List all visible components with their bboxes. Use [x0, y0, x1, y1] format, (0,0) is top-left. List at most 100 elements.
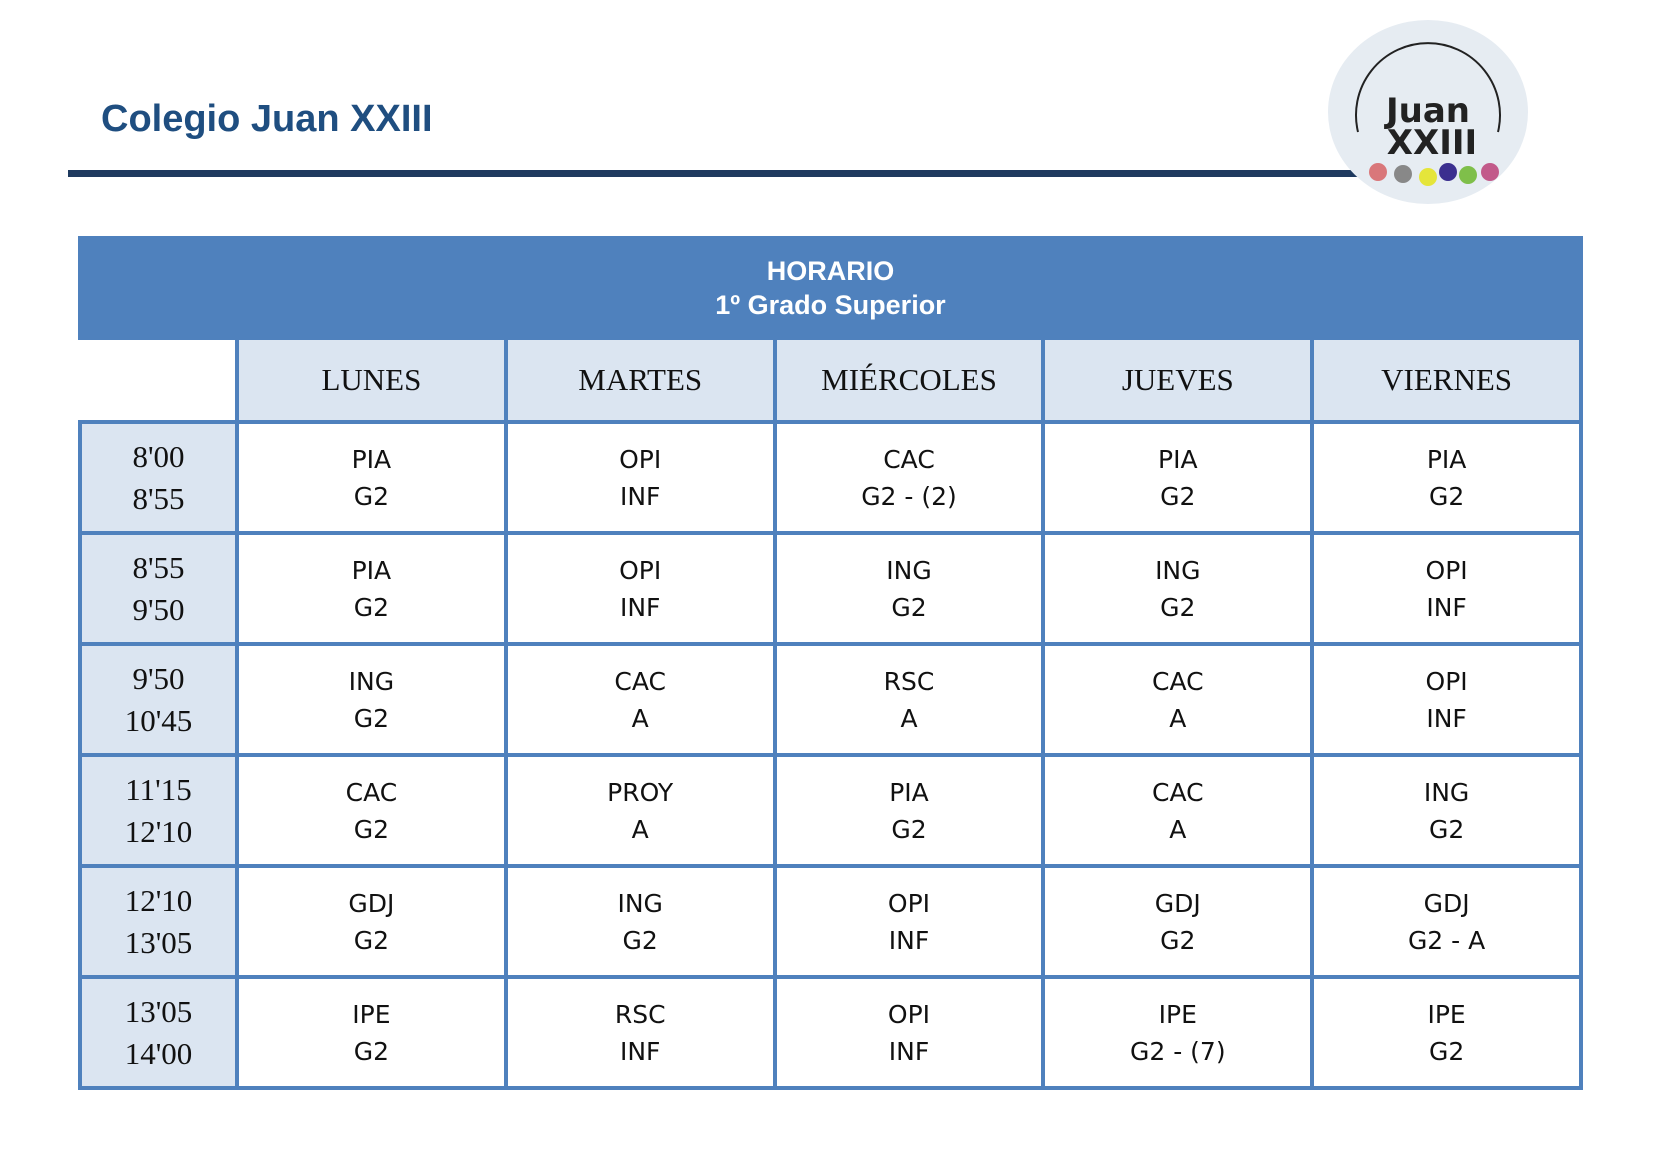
- subject: PIA: [351, 555, 392, 585]
- group: G2: [353, 1036, 390, 1066]
- subject: ING: [348, 666, 395, 696]
- time-start: 13'05: [124, 993, 193, 1029]
- schedule-cell: RSC A: [772, 642, 1046, 757]
- time-end: 14'00: [124, 1035, 193, 1071]
- subject: PROY: [607, 777, 674, 807]
- group: G2: [353, 481, 390, 511]
- time-start: 8'00: [132, 438, 185, 474]
- table-row: 8'55 9'50 PIA G2 OPI INF ING G2 ING G2 O…: [78, 531, 1583, 646]
- group: A: [631, 703, 649, 733]
- group: A: [631, 814, 649, 844]
- table-row: 11'15 12'10 CAC G2 PROY A PIA G2 CAC A I…: [78, 753, 1583, 868]
- schedule-cell: PIA G2: [772, 753, 1046, 868]
- schedule-cell: ING G2: [503, 864, 777, 979]
- corner-cell: [78, 336, 239, 424]
- subject: PIA: [1158, 444, 1198, 474]
- group: INF: [619, 481, 661, 511]
- subject: GDJ: [348, 888, 395, 918]
- group: INF: [619, 592, 661, 622]
- subject: OPI: [887, 999, 931, 1029]
- schedule-title: HORARIO 1º Grado Superior: [78, 236, 1583, 340]
- time-slot: 8'55 9'50: [78, 531, 239, 646]
- group: G2: [1160, 481, 1196, 511]
- group: A: [900, 703, 918, 733]
- group: A: [1169, 703, 1187, 733]
- group: G2: [1428, 814, 1465, 844]
- schedule-cell: GDJ G2 - A: [1310, 864, 1583, 979]
- group: G2: [353, 703, 390, 733]
- time-start: 8'55: [132, 549, 185, 585]
- time-end: 9'50: [132, 591, 185, 627]
- schedule-cell: PIA G2: [1041, 420, 1315, 535]
- day-header: VIERNES: [1310, 336, 1583, 424]
- subject: ING: [1423, 777, 1470, 807]
- time-end: 10'45: [124, 702, 193, 738]
- schedule-cell: PIA G2: [235, 420, 508, 535]
- schedule-cell: IPE G2: [1310, 975, 1583, 1090]
- subject: PIA: [351, 444, 392, 474]
- time-slot: 13'05 14'00: [78, 975, 239, 1090]
- schedule-cell: PIA G2: [1310, 420, 1583, 535]
- time-slot: 8'00 8'55: [78, 420, 239, 535]
- subject: ING: [886, 555, 932, 585]
- subject: RSC: [614, 999, 666, 1029]
- subject: ING: [1155, 555, 1201, 585]
- schedule-cell: OPI INF: [772, 864, 1046, 979]
- subject: PIA: [1426, 444, 1467, 474]
- day-header: LUNES: [235, 336, 508, 424]
- school-logo: Juan XXIII: [1328, 20, 1528, 204]
- day-header: JUEVES: [1041, 336, 1315, 424]
- subject: PIA: [889, 777, 929, 807]
- subject: OPI: [1425, 666, 1468, 696]
- group: G2 - A: [1407, 925, 1486, 955]
- group: G2: [891, 814, 927, 844]
- subject: OPI: [619, 444, 662, 474]
- group: G2: [622, 925, 658, 955]
- time-end: 12'10: [124, 813, 193, 849]
- group: G2: [353, 925, 390, 955]
- svg-text:Juan: Juan: [1384, 91, 1470, 131]
- time-slot: 12'10 13'05: [78, 864, 239, 979]
- subject: RSC: [883, 666, 935, 696]
- group: G2: [1160, 925, 1196, 955]
- schedule-cell: PROY A: [503, 753, 777, 868]
- group: INF: [1426, 592, 1467, 622]
- schedule-cell: GDJ G2: [1041, 864, 1315, 979]
- schedule-cell: CAC A: [503, 642, 777, 757]
- group: A: [1169, 814, 1187, 844]
- group: INF: [888, 1036, 930, 1066]
- time-start: 9'50: [132, 660, 185, 696]
- group: G2 - (7): [1129, 1036, 1226, 1066]
- schedule-cell: OPI INF: [503, 531, 777, 646]
- table-row: 13'05 14'00 IPE G2 RSC INF OPI INF IPE G…: [78, 975, 1583, 1090]
- schedule-cell: CAC A: [1041, 642, 1315, 757]
- time-end: 13'05: [124, 924, 193, 960]
- group: G2 - (2): [861, 481, 957, 511]
- subject: GDJ: [1154, 888, 1201, 918]
- schedule-cell: CAC G2: [235, 753, 508, 868]
- group: G2: [891, 592, 927, 622]
- time-slot: 11'15 12'10: [78, 753, 239, 868]
- schedule-cell: GDJ G2: [235, 864, 508, 979]
- group: INF: [619, 1036, 661, 1066]
- schedule-cell: OPI INF: [1310, 642, 1583, 757]
- schedule-cell: ING G2: [772, 531, 1046, 646]
- subject: CAC: [883, 444, 935, 474]
- subject: CAC: [614, 666, 666, 696]
- table-row: 9'50 10'45 ING G2 CAC A RSC A CAC A OPI …: [78, 642, 1583, 757]
- group: G2: [1160, 592, 1196, 622]
- group: G2: [353, 814, 390, 844]
- schedule-cell: PIA G2: [235, 531, 508, 646]
- schedule-cell: RSC INF: [503, 975, 777, 1090]
- day-header: MIÉRCOLES: [772, 336, 1046, 424]
- schedule-cell: IPE G2: [235, 975, 508, 1090]
- schedule-cell: ING G2: [1310, 753, 1583, 868]
- subject: ING: [617, 888, 663, 918]
- schedule-cell: CAC A: [1041, 753, 1315, 868]
- time-start: 12'10: [124, 882, 193, 918]
- schedule-cell: ING G2: [235, 642, 508, 757]
- subject: OPI: [1425, 555, 1468, 585]
- subject: CAC: [345, 777, 398, 807]
- group: G2: [1428, 481, 1465, 511]
- title-divider: [68, 170, 1388, 177]
